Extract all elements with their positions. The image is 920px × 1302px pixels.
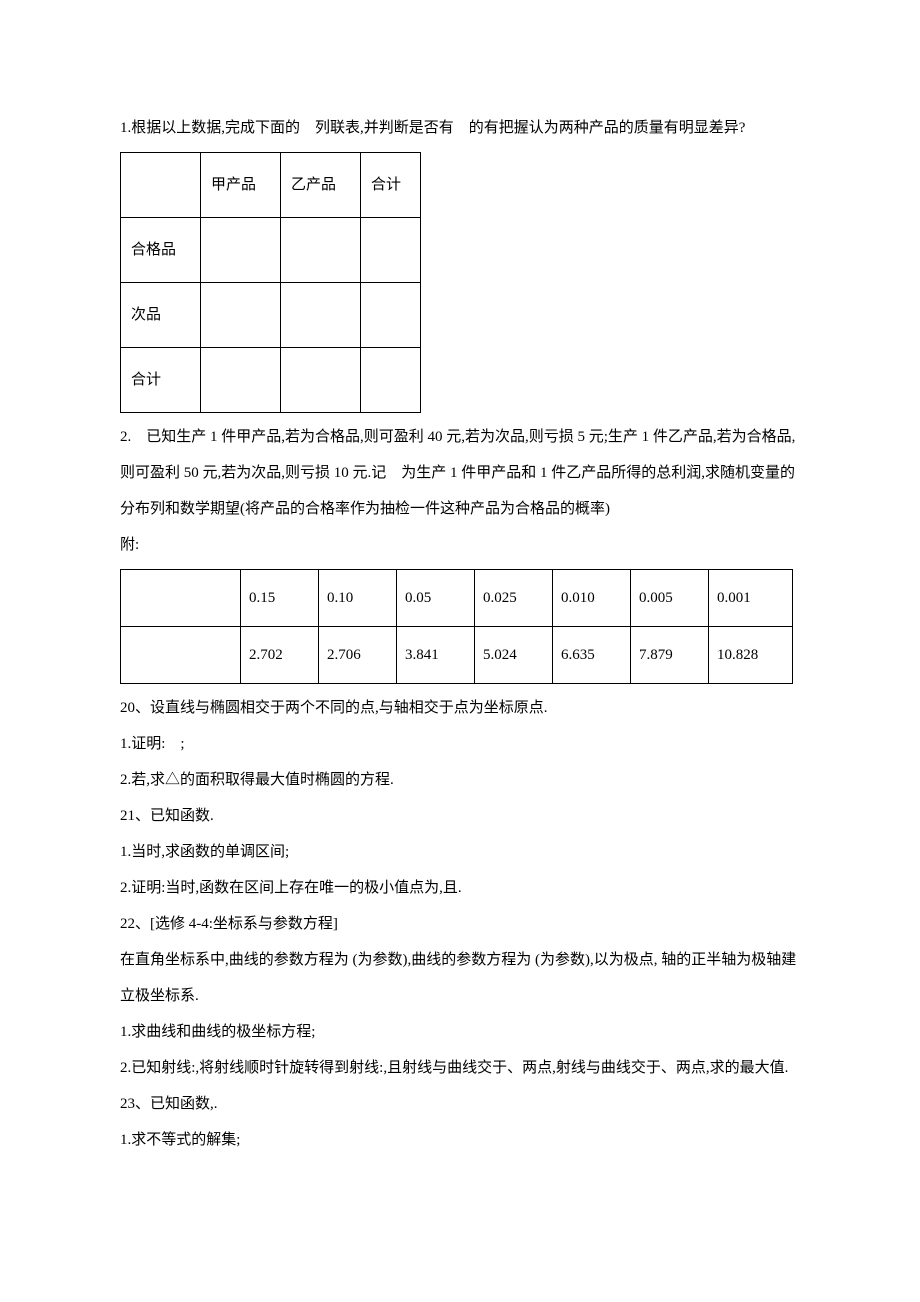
t2-r2c5: 6.635 [553,627,631,684]
t1-r3c2 [281,348,361,413]
q23-stem: 23、已知函数,. [120,1086,805,1122]
t1-r3c1 [201,348,281,413]
t2-r1c7: 0.001 [709,570,793,627]
t1-r2c1 [201,283,281,348]
t2-r2c4: 5.024 [475,627,553,684]
t1-h2: 乙产品 [281,153,361,218]
t2-r2c3: 3.841 [397,627,475,684]
t1-r3c0: 合计 [121,348,201,413]
t1-h3: 合计 [361,153,421,218]
q20-part1: 1.证明: ; [120,726,805,762]
q22-stem: 22、[选修 4-4:坐标系与参数方程] [120,906,805,942]
q21-part1: 1.当时,求函数的单调区间; [120,834,805,870]
t2-r1c6: 0.005 [631,570,709,627]
t1-r2c3 [361,283,421,348]
t2-r1c4: 0.025 [475,570,553,627]
t2-r2c6: 7.879 [631,627,709,684]
t2-r1c0 [121,570,241,627]
t1-r1c0: 合格品 [121,218,201,283]
q1-text: 1.根据以上数据,完成下面的 列联表,并判断是否有 的有把握认为两种产品的质量有… [120,110,805,146]
q20-part2: 2.若,求△的面积取得最大值时椭圆的方程. [120,762,805,798]
contingency-table: 甲产品 乙产品 合计 合格品 次品 合计 [120,152,421,413]
t1-r3c3 [361,348,421,413]
t1-r1c2 [281,218,361,283]
q22-part1: 1.求曲线和曲线的极坐标方程; [120,1014,805,1050]
q20-stem: 20、设直线与椭圆相交于两个不同的点,与轴相交于点为坐标原点. [120,690,805,726]
t2-r2c2: 2.706 [319,627,397,684]
t1-r2c0: 次品 [121,283,201,348]
appendix-label: 附: [120,527,805,563]
t2-r2c0 [121,627,241,684]
t2-r1c5: 0.010 [553,570,631,627]
t1-r2c2 [281,283,361,348]
t1-r1c1 [201,218,281,283]
q21-stem: 21、已知函数. [120,798,805,834]
t1-h1: 甲产品 [201,153,281,218]
t2-r1c2: 0.10 [319,570,397,627]
t1-h0 [121,153,201,218]
q21-part2: 2.证明:当时,函数在区间上存在唯一的极小值点为,且. [120,870,805,906]
t2-r1c1: 0.15 [241,570,319,627]
q1-part2: 2. 已知生产 1 件甲产品,若为合格品,则可盈利 40 元,若为次品,则亏损 … [120,419,805,527]
t2-r1c3: 0.05 [397,570,475,627]
q22-part2: 2.已知射线:,将射线顺时针旋转得到射线:,且射线与曲线交于、两点,射线与曲线交… [120,1050,805,1086]
t2-r2c1: 2.702 [241,627,319,684]
t1-r1c3 [361,218,421,283]
q23-part1: 1.求不等式的解集; [120,1122,805,1158]
t2-r2c7: 10.828 [709,627,793,684]
q22-body: 在直角坐标系中,曲线的参数方程为 (为参数),曲线的参数方程为 (为参数),以为… [120,942,805,1014]
critical-value-table: 0.15 0.10 0.05 0.025 0.010 0.005 0.001 2… [120,569,793,684]
